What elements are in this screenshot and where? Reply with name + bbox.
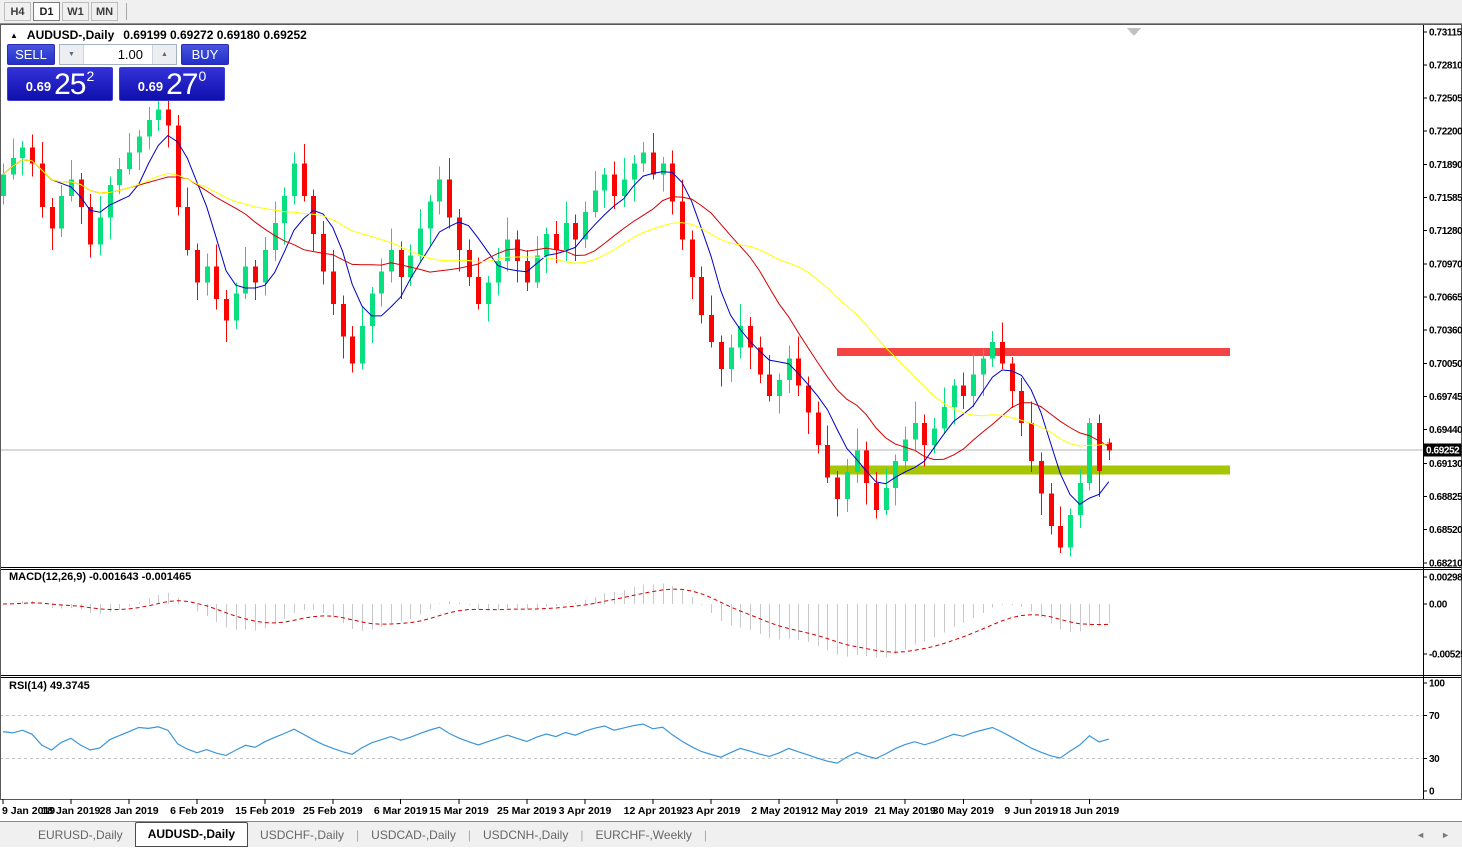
timeframe-toolbar: H4 D1 W1 MN bbox=[0, 0, 1462, 24]
svg-text:100: 100 bbox=[1429, 679, 1445, 690]
tab-separator: | bbox=[703, 827, 708, 842]
timeframe-buttons: H4 D1 W1 MN bbox=[4, 2, 120, 21]
sell-button[interactable]: SELL bbox=[7, 44, 55, 65]
chart-tab-eurusd[interactable]: EURUSD-,Daily bbox=[38, 827, 123, 842]
buy-price-pip: 0 bbox=[198, 68, 207, 84]
svg-text:0.69130: 0.69130 bbox=[1429, 459, 1462, 470]
tab-scroll-right-icon[interactable]: ► bbox=[1441, 829, 1450, 840]
timeframe-button-mn[interactable]: MN bbox=[91, 2, 118, 21]
buy-price-big: 27 bbox=[166, 68, 198, 101]
svg-text:9 Jun 2019: 9 Jun 2019 bbox=[1004, 805, 1058, 817]
svg-text:12 Apr 2019: 12 Apr 2019 bbox=[624, 805, 683, 817]
svg-text:21 May 2019: 21 May 2019 bbox=[874, 805, 935, 817]
macd-indicator-label: MACD(12,26,9) -0.001643 -0.001465 bbox=[9, 571, 192, 583]
svg-text:9 Jan 2019: 9 Jan 2019 bbox=[2, 805, 55, 817]
svg-text:0.71890: 0.71890 bbox=[1429, 160, 1462, 171]
chart-tabs: EURUSD-,Daily AUDUSD-,Daily USDCHF-,Daily |… bbox=[26, 821, 708, 847]
sell-price-box[interactable]: 0.69 25 2 bbox=[7, 67, 113, 101]
tab-separator: | bbox=[356, 827, 360, 842]
volume-increase-icon[interactable]: ▲ bbox=[152, 45, 176, 64]
svg-text:18 Jan 2019: 18 Jan 2019 bbox=[41, 805, 100, 817]
collapse-marker-icon[interactable]: ▲ bbox=[10, 31, 18, 40]
one-click-trading-panel: SELL ▼ 1.00 ▲ BUY 0.69 25 2 0.69 27 0 bbox=[7, 44, 229, 101]
rsi-indicator-label: RSI(14) 49.3745 bbox=[9, 680, 90, 692]
chart-tab-usdchf[interactable]: USDCHF-,Daily bbox=[260, 827, 345, 842]
tab-scroll-arrows: ◄ ► bbox=[1416, 822, 1450, 847]
sell-price-pip: 2 bbox=[86, 68, 95, 84]
chart-title: ▲ AUDUSD-,Daily 0.69199 0.69272 0.69180 … bbox=[7, 28, 310, 42]
svg-text:0.68520: 0.68520 bbox=[1429, 525, 1462, 536]
volume-decrease-icon[interactable]: ▼ bbox=[60, 45, 84, 64]
svg-text:3 Apr 2019: 3 Apr 2019 bbox=[559, 805, 612, 817]
svg-text:0.70970: 0.70970 bbox=[1429, 260, 1462, 271]
svg-text:0.73115: 0.73115 bbox=[1429, 28, 1462, 39]
svg-text:0.71585: 0.71585 bbox=[1429, 193, 1462, 204]
chart-window: 0.73115 0.72810 0.72505 0.72200 0.71890 0.715… bbox=[0, 24, 1462, 821]
symbol-name: AUDUSD-,Daily bbox=[26, 28, 115, 42]
svg-text:0.69252: 0.69252 bbox=[1426, 446, 1460, 457]
tab-separator: | bbox=[467, 827, 471, 842]
tab-scroll-left-icon[interactable]: ◄ bbox=[1416, 829, 1426, 840]
svg-text:15 Mar 2019: 15 Mar 2019 bbox=[429, 805, 489, 817]
chart-tab-eurchf[interactable]: EURCHF-,Weekly bbox=[595, 827, 692, 842]
svg-text:25 Mar 2019: 25 Mar 2019 bbox=[497, 805, 557, 817]
svg-text:18 Jun 2019: 18 Jun 2019 bbox=[1060, 805, 1120, 817]
svg-text:0.71280: 0.71280 bbox=[1429, 226, 1462, 237]
svg-text:0.002984: 0.002984 bbox=[1429, 573, 1462, 584]
volume-spinner: ▼ 1.00 ▲ bbox=[59, 44, 177, 65]
timeframe-button-d1[interactable]: D1 bbox=[33, 2, 60, 21]
svg-text:28 Jan 2019: 28 Jan 2019 bbox=[100, 805, 159, 817]
timeframe-button-h4[interactable]: H4 bbox=[4, 2, 31, 21]
svg-text:2 May 2019: 2 May 2019 bbox=[751, 805, 807, 817]
volume-input[interactable]: 1.00 bbox=[117, 47, 143, 62]
svg-text:0.68825: 0.68825 bbox=[1429, 492, 1462, 503]
svg-text:0.70050: 0.70050 bbox=[1429, 359, 1462, 370]
chart-tab-bar: EURUSD-,Daily AUDUSD-,Daily USDCHF-,Daily |… bbox=[0, 821, 1462, 847]
toolbar-separator bbox=[126, 3, 127, 20]
svg-text:0.70665: 0.70665 bbox=[1429, 293, 1462, 304]
svg-text:0.68210: 0.68210 bbox=[1429, 558, 1462, 569]
chart-tab-audusd[interactable]: AUDUSD-,Daily bbox=[134, 821, 249, 847]
svg-text:0.69745: 0.69745 bbox=[1429, 392, 1462, 403]
svg-text:15 Feb 2019: 15 Feb 2019 bbox=[235, 805, 295, 817]
svg-text:12 May 2019: 12 May 2019 bbox=[807, 805, 868, 817]
buy-button[interactable]: BUY bbox=[181, 44, 229, 65]
svg-text:30: 30 bbox=[1429, 754, 1440, 765]
svg-text:6 Mar 2019: 6 Mar 2019 bbox=[374, 805, 428, 817]
svg-text:0.72810: 0.72810 bbox=[1429, 61, 1462, 72]
svg-text:0.72200: 0.72200 bbox=[1429, 127, 1462, 138]
svg-text:0.69440: 0.69440 bbox=[1429, 425, 1462, 436]
sell-price-big: 25 bbox=[54, 68, 86, 101]
chart-tab-usdcad[interactable]: USDCAD-,Daily bbox=[371, 827, 456, 842]
svg-text:-0.005256: -0.005256 bbox=[1429, 650, 1462, 661]
price-chart[interactable]: 0.73115 0.72810 0.72505 0.72200 0.71890 0.715… bbox=[0, 24, 1462, 821]
svg-text:25 Feb 2019: 25 Feb 2019 bbox=[303, 805, 363, 817]
svg-text:70: 70 bbox=[1429, 711, 1440, 722]
svg-text:6 Feb 2019: 6 Feb 2019 bbox=[170, 805, 224, 817]
timeframe-button-w1[interactable]: W1 bbox=[62, 2, 89, 21]
ohlc-readout: 0.69199 0.69272 0.69180 0.69252 bbox=[123, 28, 307, 42]
svg-text:30 May 2019: 30 May 2019 bbox=[933, 805, 994, 817]
svg-text:0.70360: 0.70360 bbox=[1429, 326, 1462, 337]
buy-price-prefix: 0.69 bbox=[137, 79, 164, 94]
svg-text:0.72505: 0.72505 bbox=[1429, 94, 1462, 105]
sell-price-prefix: 0.69 bbox=[25, 79, 52, 94]
chart-tab-usdcnh[interactable]: USDCNH-,Daily bbox=[482, 827, 569, 842]
svg-text:23 Apr 2019: 23 Apr 2019 bbox=[682, 805, 741, 817]
tab-separator: | bbox=[580, 827, 584, 842]
svg-text:0: 0 bbox=[1429, 787, 1435, 798]
buy-price-box[interactable]: 0.69 27 0 bbox=[119, 67, 225, 101]
svg-text:0.00: 0.00 bbox=[1429, 600, 1448, 611]
